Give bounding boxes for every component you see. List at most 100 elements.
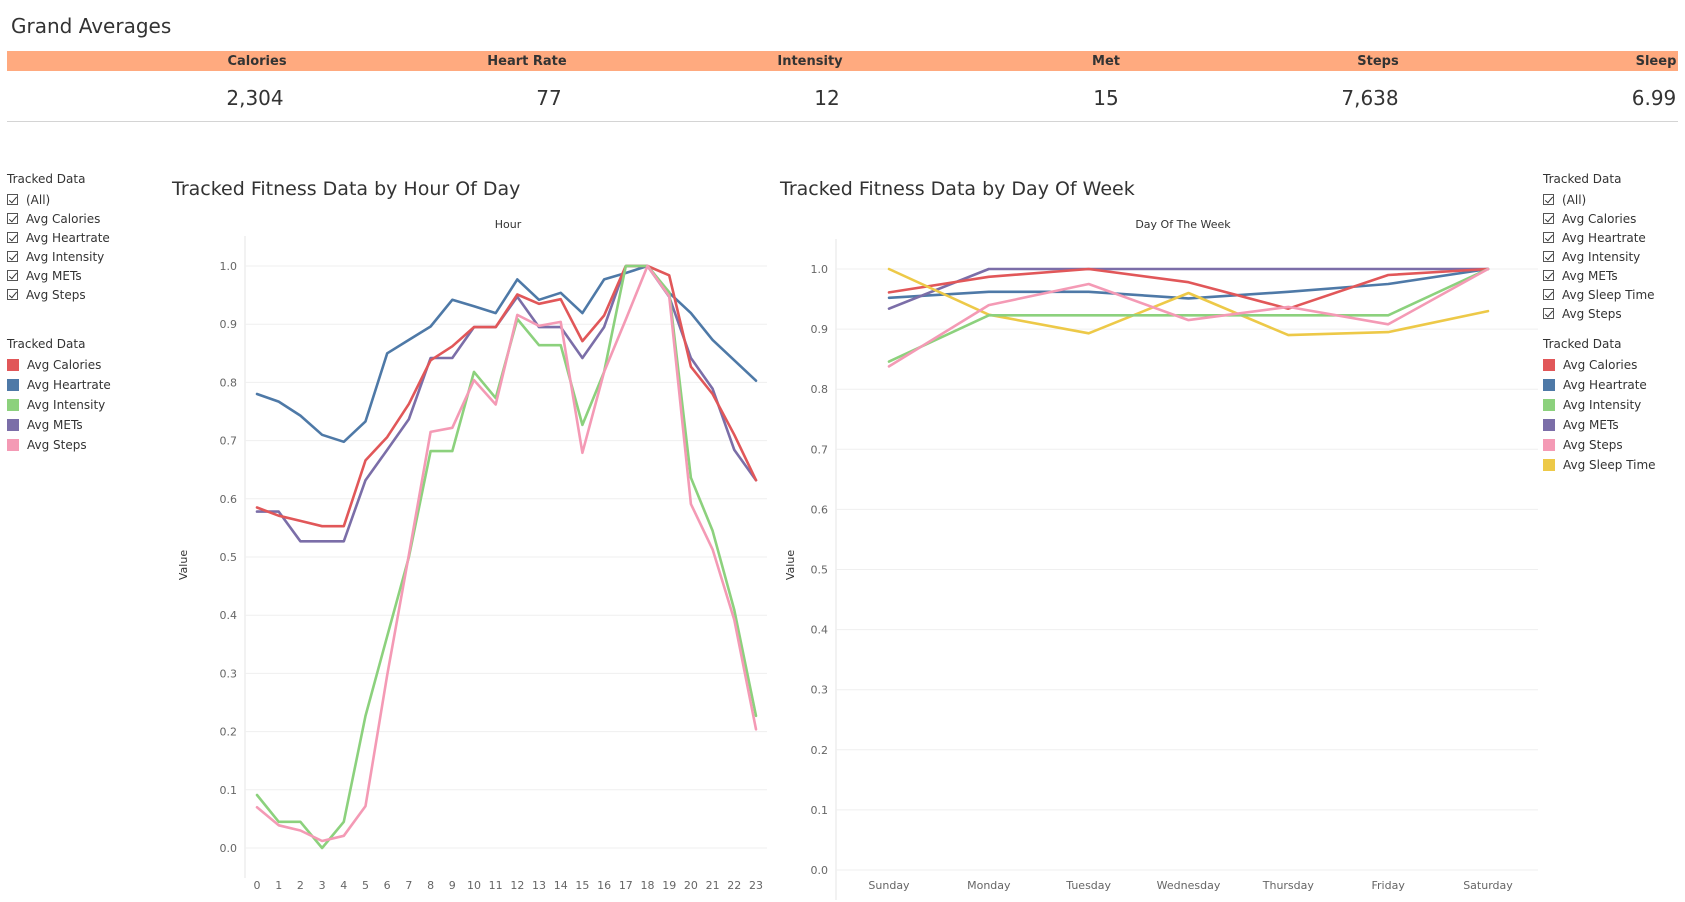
x-tick-label: 5 [362,879,369,892]
checkbox-checked-icon[interactable] [7,289,18,300]
x-tick-label: 12 [510,879,524,892]
left-legend-item-mets[interactable]: Avg METs [7,415,111,435]
y-tick-label: 0.2 [811,744,829,757]
right-filter-item-steps[interactable]: Avg Steps [1543,304,1655,323]
legend-swatch [7,419,19,431]
x-tick-label: 19 [662,879,676,892]
left-filter-item-mets[interactable]: Avg METs [7,266,110,285]
series-line-avg-steps[interactable] [887,267,1490,368]
kpi-label-sleep: Sleep [1635,54,1677,69]
series-line-avg-intensity[interactable] [887,267,1490,363]
right-legend-item-calories[interactable]: Avg Calories [1543,355,1656,375]
checkbox-checked-icon[interactable] [7,194,18,205]
checkbox-checked-icon[interactable] [1543,289,1554,300]
kpi-value-intensity: 12 [814,86,840,110]
legend-label: Avg METs [1563,418,1619,432]
legend-swatch [1543,399,1555,411]
x-tick-label: 8 [427,879,434,892]
right-legend-item-mets[interactable]: Avg METs [1543,415,1656,435]
checkbox-checked-icon[interactable] [1543,270,1554,281]
checkbox-checked-icon[interactable] [1543,194,1554,205]
left-filter: Tracked Data (All) Avg Calories Avg Hear… [7,172,110,304]
left-legend-item-heartrate[interactable]: Avg Heartrate [7,375,111,395]
right-filter-item-heartrate[interactable]: Avg Heartrate [1543,228,1655,247]
filter-label: (All) [1562,192,1587,207]
legend-swatch [7,399,19,411]
legend-swatch [7,379,19,391]
y-tick-label: 0.7 [220,435,238,448]
legend-label: Avg Steps [1563,438,1623,452]
kpi-header-band [7,51,1678,71]
x-tick-label: 3 [319,879,326,892]
legend-swatch [7,439,19,451]
y-tick-label: 0.1 [811,804,829,817]
series-line-avg-heartrate[interactable] [887,267,1490,300]
legend-swatch [1543,379,1555,391]
y-tick-label: 0.3 [220,667,238,680]
kpi-label-intensity: Intensity [777,54,843,69]
filter-label: Avg METs [1562,268,1618,283]
series-line-avg-heartrate[interactable] [255,264,758,444]
checkbox-checked-icon[interactable] [7,213,18,224]
kpi-label-steps: Steps [1357,54,1399,69]
series-line-avg-calories[interactable] [887,267,1490,310]
kpi-value-sleep: 6.99 [1631,86,1677,110]
right-legend-item-heartrate[interactable]: Avg Heartrate [1543,375,1656,395]
left-legend-item-steps[interactable]: Avg Steps [7,435,111,455]
x-tick-label: 10 [467,879,481,892]
filter-label: Avg Steps [26,287,86,302]
right-filter-item-mets[interactable]: Avg METs [1543,266,1655,285]
left-legend: Tracked Data Avg Calories Avg Heartrate … [7,337,111,455]
filter-label: Avg Heartrate [1562,230,1646,245]
left-filter-item-intensity[interactable]: Avg Intensity [7,247,110,266]
x-tick-label: 6 [384,879,391,892]
hour-line-chart[interactable]: Hour Value 0.0 0.1 0.2 0.3 0.4 0.5 0.6 0.7 0.8 0.… [170,210,782,900]
legend-label: Avg Intensity [1563,398,1642,412]
day-chart-title: Tracked Fitness Data by Day Of Week [780,178,1135,200]
day-line-chart[interactable]: Day Of The Week Value 0.0 0.1 0.2 0.3 0.4 0.5… [780,210,1540,900]
filter-label: Avg Heartrate [26,230,110,245]
right-legend-item-sleep-time[interactable]: Avg Sleep Time [1543,455,1656,475]
right-filter-item-sleep-time[interactable]: Avg Sleep Time [1543,285,1655,304]
checkbox-checked-icon[interactable] [1543,251,1554,262]
series-line-avg-steps[interactable] [255,264,758,843]
x-tick-label: 11 [489,879,503,892]
kpi-label-met: Met [1092,54,1120,69]
x-tick-label: 0 [254,879,261,892]
right-legend-item-steps[interactable]: Avg Steps [1543,435,1656,455]
left-legend-title: Tracked Data [7,337,86,351]
left-filter-item-calories[interactable]: Avg Calories [7,209,110,228]
checkbox-checked-icon[interactable] [1543,213,1554,224]
left-filter-item-heartrate[interactable]: Avg Heartrate [7,228,110,247]
left-legend-item-intensity[interactable]: Avg Intensity [7,395,111,415]
legend-label: Avg Intensity [27,398,106,412]
legend-swatch [1543,439,1555,451]
right-filter-item-calories[interactable]: Avg Calories [1543,209,1655,228]
hour-chart-title: Tracked Fitness Data by Hour Of Day [172,178,521,200]
checkbox-checked-icon[interactable] [7,270,18,281]
legend-swatch [1543,359,1555,371]
legend-label: Avg Heartrate [27,378,111,392]
filter-label: (All) [26,192,51,207]
series-line-avg-calories[interactable] [255,264,758,528]
series-line-avg-mets[interactable] [887,267,1490,310]
right-filter-item-all[interactable]: (All) [1543,190,1655,209]
checkbox-checked-icon[interactable] [7,232,18,243]
y-tick-label: 0.0 [811,864,829,877]
x-tick-label: Tuesday [1065,879,1111,892]
checkbox-checked-icon[interactable] [7,251,18,262]
legend-label: Avg Steps [27,438,87,452]
left-filter-item-all[interactable]: (All) [7,190,110,209]
checkbox-checked-icon[interactable] [1543,308,1554,319]
x-tick-label: 4 [340,879,347,892]
right-legend-item-intensity[interactable]: Avg Intensity [1543,395,1656,415]
left-legend-item-calories[interactable]: Avg Calories [7,355,111,375]
filter-label: Avg METs [26,268,82,283]
right-filter-item-intensity[interactable]: Avg Intensity [1543,247,1655,266]
y-tick-label: 0.9 [220,318,238,331]
y-tick-label: 0.0 [220,842,238,855]
filter-label: Avg Calories [26,211,101,226]
checkbox-checked-icon[interactable] [1543,232,1554,243]
x-tick-label: 18 [641,879,655,892]
left-filter-item-steps[interactable]: Avg Steps [7,285,110,304]
